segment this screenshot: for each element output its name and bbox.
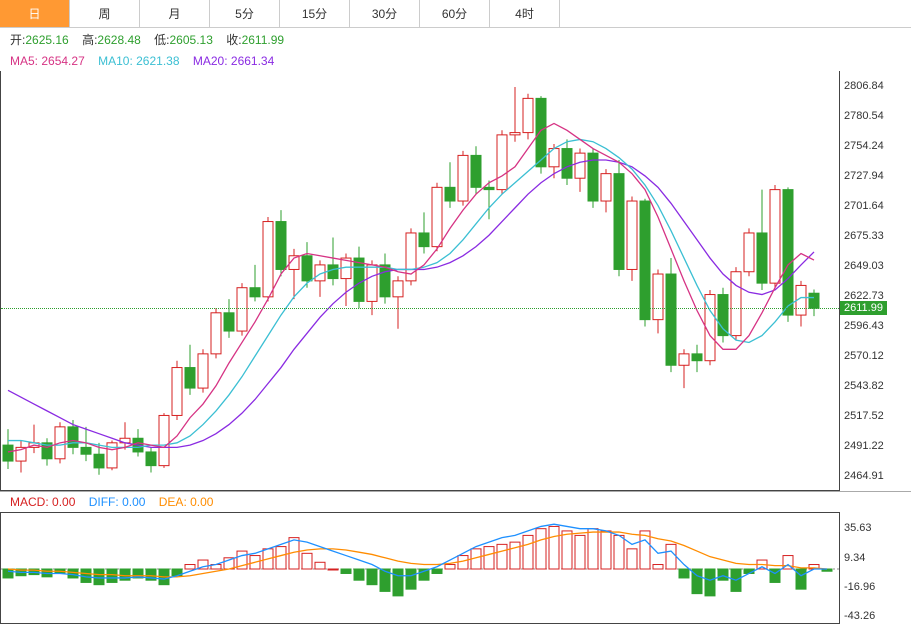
tab-30分[interactable]: 30分	[350, 0, 420, 27]
open-label: 开:	[10, 33, 25, 47]
ma5-label: MA5:	[10, 54, 38, 68]
dea-label: DEA:	[159, 495, 187, 509]
tab-5分[interactable]: 5分	[210, 0, 280, 27]
high-value: 2628.48	[97, 33, 140, 47]
macd-info-row: MACD: 0.00 DIFF: 0.00 DEA: 0.00	[0, 491, 911, 512]
macd-y-axis: 35.639.34-16.96-43.26	[840, 512, 911, 624]
price-y-axis: 2806.842780.542754.242727.942701.642675.…	[840, 71, 911, 491]
tab-4时[interactable]: 4时	[490, 0, 560, 27]
diff-value: 0.00	[122, 495, 145, 509]
tab-15分[interactable]: 15分	[280, 0, 350, 27]
price-chart[interactable]: 2806.842780.542754.242727.942701.642675.…	[0, 71, 911, 491]
ma5-value: 2654.27	[41, 54, 84, 68]
close-value: 2611.99	[242, 33, 285, 47]
macd-label: MACD:	[10, 495, 49, 509]
diff-label: DIFF:	[89, 495, 119, 509]
low-label: 低:	[154, 33, 169, 47]
dea-value: 0.00	[190, 495, 213, 509]
low-value: 2605.13	[170, 33, 213, 47]
ma10-value: 2621.38	[136, 54, 179, 68]
ma20-value: 2661.34	[231, 54, 274, 68]
tab-60分[interactable]: 60分	[420, 0, 490, 27]
tab-月[interactable]: 月	[140, 0, 210, 27]
tab-周[interactable]: 周	[70, 0, 140, 27]
macd-chart[interactable]: 35.639.34-16.96-43.26	[0, 512, 911, 624]
close-label: 收:	[226, 33, 241, 47]
high-label: 高:	[82, 33, 97, 47]
ma-row: MA5: 2654.27 MA10: 2621.38 MA20: 2661.34	[0, 51, 911, 71]
timeframe-tabs: 日周月5分15分30分60分4时	[0, 0, 911, 28]
tab-日[interactable]: 日	[0, 0, 70, 27]
open-value: 2625.16	[25, 33, 68, 47]
ma20-label: MA20:	[193, 54, 228, 68]
current-price-label: 2611.99	[840, 301, 887, 315]
macd-value: 0.00	[52, 495, 75, 509]
ma10-label: MA10:	[98, 54, 133, 68]
ohlc-row: 开:2625.16 高:2628.48 低:2605.13 收:2611.99	[0, 28, 911, 51]
